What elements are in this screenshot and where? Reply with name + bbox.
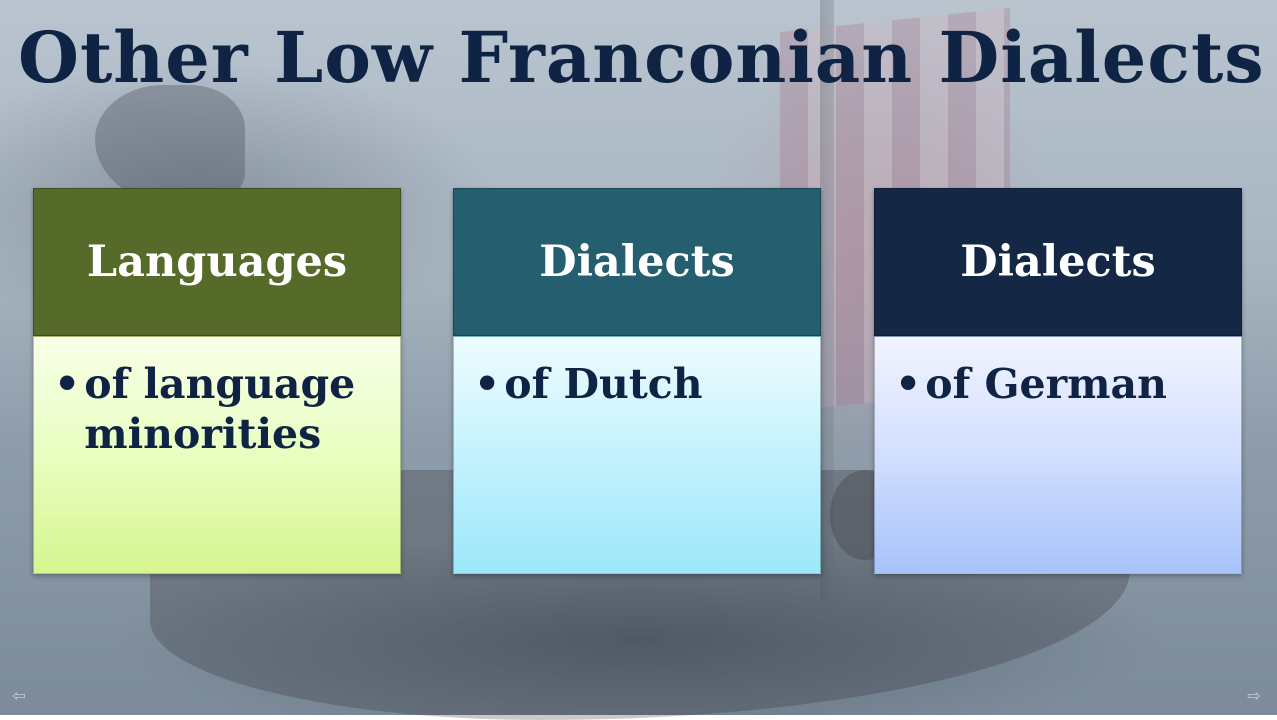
slide-title: Other Low Franconian Dialects <box>18 16 1265 99</box>
bullet-text: of language minorities <box>84 360 356 458</box>
card-dialects-dutch: Dialects • of Dutch <box>453 188 821 574</box>
bullet-item: • of German <box>895 359 1225 409</box>
ship-mast-image <box>820 0 834 600</box>
card-heading: Dialects <box>874 188 1242 336</box>
card-body: • of Dutch <box>453 336 821 574</box>
bullet-icon: • <box>895 360 922 408</box>
card-body: • of language minorities <box>33 336 401 574</box>
bullet-icon: • <box>474 360 501 408</box>
bullet-text: of German <box>925 360 1167 408</box>
bullet-item: • of language minorities <box>54 359 384 459</box>
card-body: • of German <box>874 336 1242 574</box>
bullet-icon: • <box>54 360 81 408</box>
arrow-left-icon[interactable]: ⇦ <box>12 685 26 705</box>
card-heading: Languages <box>33 188 401 336</box>
bullet-text: of Dutch <box>504 360 703 408</box>
card-languages: Languages • of language minorities <box>33 188 401 574</box>
dragon-prow-image <box>95 85 245 205</box>
bullet-item: • of Dutch <box>474 359 804 409</box>
arrow-right-icon[interactable]: ⇨ <box>1247 685 1261 705</box>
card-dialects-german: Dialects • of German <box>874 188 1242 574</box>
card-heading: Dialects <box>453 188 821 336</box>
